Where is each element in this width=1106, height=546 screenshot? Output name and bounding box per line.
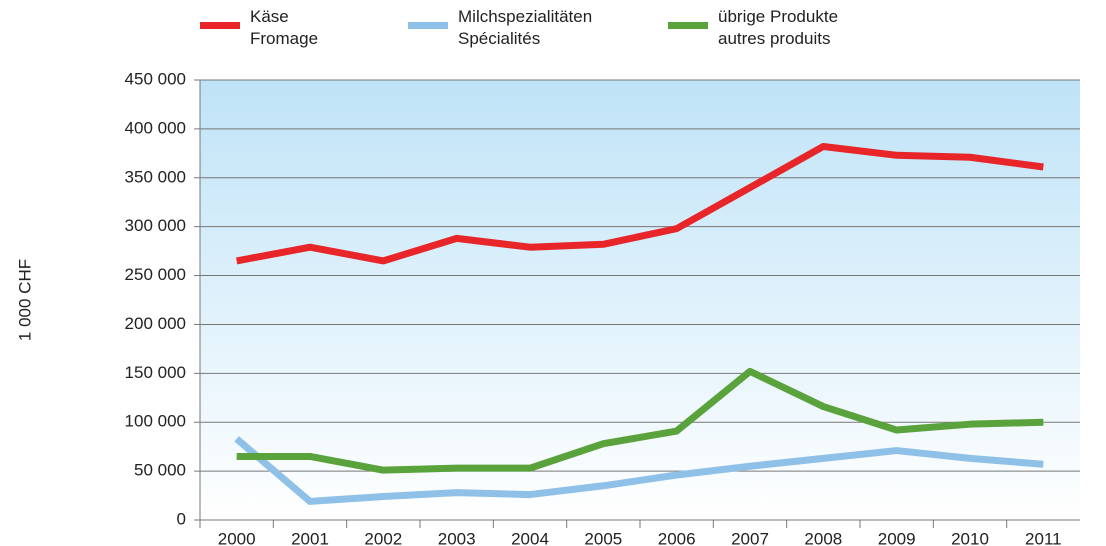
y-tick-label: 300 000 (125, 216, 186, 235)
series-line (236, 367, 1044, 474)
x-tick-label: 2006 (658, 529, 696, 546)
x-tick-label: 2000 (218, 529, 256, 546)
y-tick-label: 400 000 (125, 118, 186, 137)
x-tick-label: 2009 (878, 529, 916, 546)
y-tick-label: 250 000 (125, 265, 186, 284)
y-tick-label: 0 (177, 509, 186, 528)
series-line (234, 436, 1044, 505)
y-tick-label: 50 000 (134, 461, 186, 480)
x-tick-label: 2002 (364, 529, 402, 546)
legend-swatch (200, 22, 240, 29)
y-tick-label: 150 000 (125, 363, 186, 382)
legend-label: Käse Fromage (250, 7, 319, 48)
x-tick-label: 2010 (951, 529, 989, 546)
y-tick-label: 350 000 (125, 167, 186, 186)
legend-swatch (408, 22, 448, 29)
legend-label: übrige Produkte autres produits (718, 7, 839, 48)
y-tick-label: 450 000 (125, 69, 186, 88)
y-tick-label: 100 000 (125, 412, 186, 431)
x-tick-label: 2008 (804, 529, 842, 546)
x-tick-label: 2001 (291, 529, 329, 546)
x-tick-label: 2011 (1025, 529, 1062, 546)
x-tick-label: 2005 (584, 529, 622, 546)
y-tick-label: 200 000 (125, 314, 186, 333)
y-axis-label: 1 000 CHF (15, 259, 34, 341)
legend-label: Milchspezialitäten Spécialités (458, 7, 593, 48)
x-tick-label: 2004 (511, 529, 549, 546)
series-line (236, 142, 1044, 265)
legend-swatch (668, 22, 708, 29)
x-tick-label: 2003 (438, 529, 476, 546)
x-tick-label: 2007 (731, 529, 769, 546)
